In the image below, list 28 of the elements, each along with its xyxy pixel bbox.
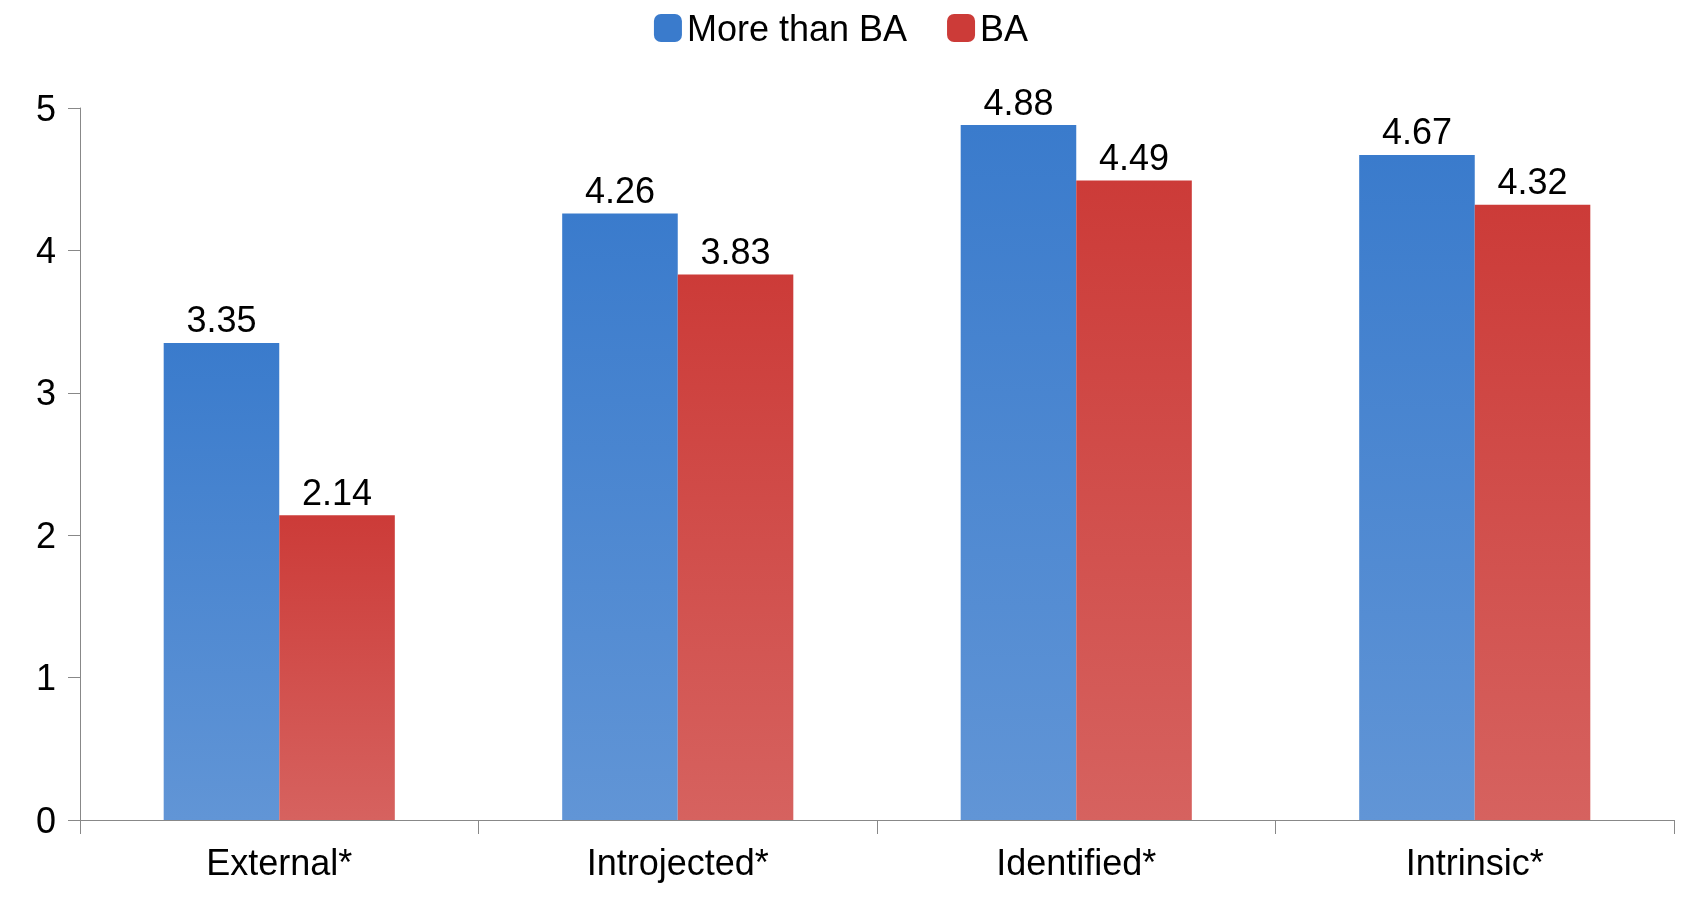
data-label: 4.49 (1098, 137, 1170, 179)
y-tick-label: 0 (35, 799, 56, 841)
bar (1474, 204, 1591, 820)
y-tick-label: 1 (35, 657, 56, 699)
bar (960, 125, 1077, 820)
data-label: 4.88 (983, 81, 1054, 123)
x-tick-label: Intrinsic* (1405, 841, 1544, 883)
data-label: 3.35 (186, 299, 257, 341)
legend-label: More than BA (686, 7, 908, 49)
bar (163, 342, 280, 820)
bar (562, 213, 678, 820)
x-tick-label: External* (206, 841, 353, 883)
data-label: 4.26 (584, 169, 656, 211)
x-tick-label: Identified* (996, 841, 1157, 883)
y-tick-label: 4 (35, 229, 56, 271)
data-label: 4.67 (1381, 111, 1453, 153)
y-tick-label: 3 (35, 372, 56, 414)
legend-label: BA (980, 7, 1029, 49)
x-tick-label: Introjected* (586, 841, 769, 883)
bar (279, 515, 395, 820)
y-tick-label: 2 (35, 514, 56, 556)
bar (1076, 180, 1192, 820)
bar (1359, 154, 1475, 820)
data-label: 2.14 (301, 471, 373, 513)
bar (677, 274, 794, 820)
data-label: 3.83 (700, 231, 771, 273)
data-label: 4.32 (1497, 161, 1568, 203)
y-tick-label: 5 (35, 87, 56, 129)
